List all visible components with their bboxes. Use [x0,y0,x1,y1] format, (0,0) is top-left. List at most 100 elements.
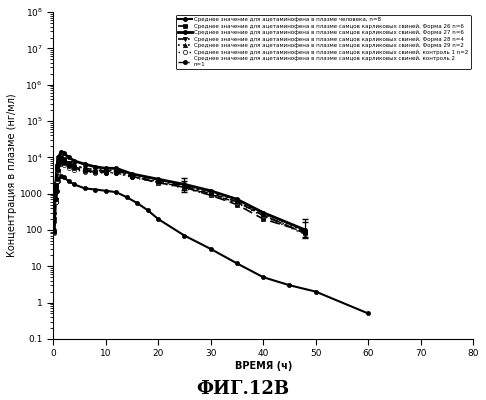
Среднее значение для ацетаминофена в плазме человека, n=8 [313,289,319,294]
Среднее значение для ацетаминофена в плазме самцов карликовых свиней, Форма 28 n=4 [66,160,72,165]
Среднее значение для ацетаминофена в плазме самцов карликовых свиней, Форма 28 n=4 [234,199,240,204]
Line: Среднее значение для ацетаминофена в плазме самцов карликовых свиней, контроль 1 n=2: Среднее значение для ацетаминофена в пла… [52,162,307,236]
Среднее значение для ацетаминофена в плазме самцов карликовых свиней, контроль 2
n=1 [71,166,77,171]
Среднее значение для ацетаминофена в плазме самцов карликовых свиней, Форма 29 n=2 [54,175,60,180]
Среднее значение для ацетаминофена в плазме самцов карликовых свиней, контроль 2
n=1 [66,164,72,169]
Среднее значение для ацетаминофена в плазме самцов карликовых свиней, контроль 2
n=1 [52,229,57,234]
Среднее значение для ацетаминофена в плазме самцов карликовых свиней, контроль 2
n=1 [155,180,161,184]
Среднее значение для ацетаминофена в плазме самцов карликовых свиней, контроль 2
n=1 [302,231,308,236]
Среднее значение для ацетаминофена в плазме самцов карликовых свиней, контроль 2
n=1 [208,192,214,197]
Среднее значение для ацетаминофена в плазме самцов карликовых свиней, Форма 26 n=6 [113,168,119,172]
Среднее значение для ацетаминофена в плазме человека, n=8 [365,311,371,316]
Среднее значение для ацетаминофена в плазме самцов карликовых свиней, Форма 26 n=6 [234,202,240,207]
Среднее значение для ацетаминофена в плазме самцов карликовых свиней, Форма 28 n=4 [82,166,87,171]
Среднее значение для ацетаминофена в плазме самцов карликовых свиней, Форма 26 n=6 [103,169,108,174]
Среднее значение для ацетаминофена в плазме самцов карликовых свиней, контроль 1 n=2 [103,171,108,176]
Среднее значение для ацетаминофена в плазме самцов карликовых свиней, контроль 2
n=1 [61,160,67,165]
Среднее значение для ацетаминофена в плазме самцов карликовых свиней, Форма 29 n=2 [260,211,266,216]
Среднее значение для ацетаминофена в плазме самцов карликовых свиней, Форма 26 n=6 [182,185,188,190]
Среднее значение для ацетаминофена в плазме самцов карликовых свиней, контроль 1 n=2 [208,193,214,198]
Среднее значение для ацетаминофена в плазме самцов карликовых свиней, Форма 27 n=6 [92,164,98,169]
Среднее значение для ацетаминофена в плазме самцов карликовых свиней, контроль 2
n=1 [234,200,240,205]
Среднее значение для ацетаминофена в плазме человека, n=8 [134,201,140,206]
Среднее значение для ацетаминофена в плазме самцов карликовых свиней, Форма 28 n=4 [260,213,266,218]
Среднее значение для ацетаминофена в плазме самцов карликовых свиней, Форма 27 n=6 [52,210,57,215]
Среднее значение для ацетаминофена в плазме самцов карликовых свиней, Форма 26 n=6 [55,158,61,163]
Среднее значение для ацетаминофена в плазме самцов карликовых свиней, Форма 28 n=4 [54,172,60,176]
Среднее значение для ацетаминофена в плазме самцов карликовых свиней, Форма 26 n=6 [92,169,98,174]
Среднее значение для ацетаминофена в плазме самцов карликовых свиней, Форма 26 n=6 [52,217,57,222]
Line: Среднее значение для ацетаминофена в плазме самцов карликовых свиней, контроль 2
n=1: Среднее значение для ацетаминофена в пла… [52,160,307,236]
Среднее значение для ацетаминофена в плазме самцов карликовых свиней, Форма 27 n=6 [234,197,240,202]
Среднее значение для ацетаминофена в плазме самцов карликовых свиней, Форма 27 n=6 [113,166,119,171]
Среднее значение для ацетаминофена в плазме человека, n=8 [260,275,266,280]
Среднее значение для ацетаминофена в плазме самцов карликовых свиней, Форма 28 n=4 [103,169,108,174]
Среднее значение для ацетаминофена в плазме самцов карликовых свиней, контроль 1 n=2 [260,214,266,218]
Среднее значение для ацетаминофена в плазме человека, n=8 [124,195,130,200]
Среднее значение для ацетаминофена в плазме самцов карликовых свиней, контроль 1 n=2 [53,199,59,204]
Среднее значение для ацетаминофена в плазме самцов карликовых свиней, контроль 1 n=2 [66,165,72,170]
Среднее значение для ацетаминофена в плазме самцов карликовых свиней, контроль 2
n=1 [182,185,188,190]
Среднее значение для ацетаминофена в плазме самцов карликовых свиней, Форма 27 n=6 [54,163,60,168]
Среднее значение для ацетаминофена в плазме человека, n=8 [92,187,98,192]
Среднее значение для ацетаминофена в плазме самцов карликовых свиней, Форма 28 n=4 [182,184,188,189]
Среднее значение для ацетаминофена в плазме самцов карликовых свиней, контроль 1 n=2 [113,171,119,176]
Среднее значение для ацетаминофена в плазме человека, n=8 [61,175,67,180]
Среднее значение для ацетаминофена в плазме самцов карликовых свиней, Форма 27 n=6 [53,180,59,185]
Среднее значение для ацетаминофена в плазме самцов карликовых свиней, Форма 28 n=4 [55,163,61,168]
Среднее значение для ацетаминофена в плазме самцов карликовых свиней, контроль 1 n=2 [55,169,61,174]
Среднее значение для ацетаминофена в плазме самцов карликовых свиней, контроль 2
n=1 [82,169,87,174]
Среднее значение для ацетаминофена в плазме самцов карликовых свиней, Форма 26 n=6 [58,155,64,160]
Среднее значение для ацетаминофена в плазме самцов карликовых свиней, Форма 26 n=6 [129,174,135,179]
Line: Среднее значение для ацетаминофена в плазме самцов карликовых свиней, Форма 26 n=6: Среднее значение для ацетаминофена в пла… [52,155,307,234]
Среднее значение для ацетаминофена в плазме самцов карликовых свиней, контроль 2
n=1 [58,160,64,165]
Среднее значение для ацетаминофена в плазме человека, n=8 [54,188,60,193]
Среднее значение для ацетаминофена в плазме самцов карликовых свиней, контроль 1 n=2 [155,180,161,185]
Среднее значение для ацетаминофена в плазме самцов карликовых свиней, Форма 28 n=4 [52,221,57,226]
Line: Среднее значение для ацетаминофена в плазме самцов карликовых свиней, Форма 29 n=2: Среднее значение для ацетаминофена в пла… [52,159,307,234]
Среднее значение для ацетаминофена в плазме самцов карликовых свиней, Форма 26 n=6 [66,160,72,165]
Среднее значение для ацетаминофена в плазме самцов карликовых свиней, контроль 1 n=2 [61,162,67,167]
Среднее значение для ацетаминофена в плазме человека, n=8 [55,179,61,184]
Среднее значение для ацетаминофена в плазме человека, n=8 [145,208,151,213]
Среднее значение для ацетаминофена в плазме человека, n=8 [71,182,77,187]
Среднее значение для ацетаминофена в плазме самцов карликовых свиней, Форма 27 n=6 [66,155,72,160]
Среднее значение для ацетаминофена в плазме самцов карликовых свиней, Форма 29 n=2 [182,183,188,188]
Среднее значение для ацетаминофена в плазме самцов карликовых свиней, Форма 28 n=4 [53,191,59,196]
Среднее значение для ацетаминофена в плазме самцов карликовых свиней, Форма 26 n=6 [61,157,67,162]
Среднее значение для ацетаминофена в плазме самцов карликовых свиней, Форма 27 n=6 [182,182,188,187]
Среднее значение для ацетаминофена в плазме самцов карликовых свиней, Форма 29 n=2 [53,195,59,200]
Среднее значение для ацетаминофена в плазме человека, n=8 [113,190,119,194]
Среднее значение для ацетаминофена в плазме человека, n=8 [58,174,64,179]
Среднее значение для ацетаминофена в плазме самцов карликовых свиней, Форма 28 n=4 [208,191,214,196]
Среднее значение для ацетаминофена в плазме самцов карликовых свиней, Форма 27 n=6 [71,158,77,163]
Среднее значение для ацетаминофена в плазме самцов карликовых свиней, Форма 26 n=6 [53,185,59,190]
Y-axis label: Концентрация в плазме (нг/мл): Концентрация в плазме (нг/мл) [7,94,17,257]
Среднее значение для ацетаминофена в плазме человека, n=8 [208,246,214,251]
Среднее значение для ацетаминофена в плазме самцов карликовых свиней, Форма 27 n=6 [58,150,64,154]
Среднее значение для ацетаминофена в плазме самцов карликовых свиней, Форма 29 n=2 [55,166,61,171]
Среднее значение для ацетаминофена в плазме самцов карликовых свиней, контроль 2
n=1 [55,168,61,172]
Среднее значение для ацетаминофена в плазме самцов карликовых свиней, Форма 26 n=6 [208,193,214,198]
Среднее значение для ацетаминофена в плазме самцов карликовых свиней, контроль 1 n=2 [302,232,308,237]
Среднее значение для ацетаминофена в плазме человека, n=8 [234,261,240,266]
Среднее значение для ацетаминофена в плазме самцов карликовых свиней, Форма 26 n=6 [54,166,60,171]
Среднее значение для ацетаминофена в плазме человека, n=8 [287,283,293,288]
Среднее значение для ацетаминофена в плазме человека, n=8 [66,179,72,184]
Среднее значение для ацетаминофена в плазме самцов карликовых свиней, Форма 27 n=6 [103,166,108,171]
Среднее значение для ацетаминофена в плазме самцов карликовых свиней, Форма 28 n=4 [92,168,98,172]
Среднее значение для ацетаминофена в плазме самцов карликовых свиней, Форма 27 n=6 [208,188,214,193]
Среднее значение для ацетаминофена в плазме самцов карликовых свиней, контроль 1 n=2 [234,201,240,206]
Среднее значение для ацетаминофена в плазме самцов карликовых свиней, Форма 27 n=6 [302,228,308,232]
Среднее значение для ацетаминофена в плазме самцов карликовых свиней, Форма 26 n=6 [302,229,308,234]
Среднее значение для ацетаминофена в плазме человека, n=8 [182,233,188,238]
Среднее значение для ацетаминофена в плазме самцов карликовых свиней, Форма 26 n=6 [155,180,161,185]
Среднее значение для ацетаминофена в плазме человека, n=8 [103,188,108,193]
Среднее значение для ацетаминофена в плазме самцов карликовых свиней, Форма 27 n=6 [260,210,266,215]
Среднее значение для ацетаминофена в плазме самцов карликовых свиней, контроль 1 n=2 [92,170,98,175]
Среднее значение для ацетаминофена в плазме самцов карликовых свиней, Форма 29 n=2 [103,168,108,173]
Среднее значение для ацетаминофена в плазме самцов карликовых свиней, Форма 27 n=6 [129,172,135,176]
Среднее значение для ацетаминофена в плазме самцов карликовых свиней, Форма 28 n=4 [302,231,308,236]
Среднее значение для ацетаминофена в плазме самцов карликовых свиней, Форма 29 n=2 [155,178,161,182]
Среднее значение для ацетаминофена в плазме самцов карликовых свиней, Форма 29 n=2 [92,167,98,172]
